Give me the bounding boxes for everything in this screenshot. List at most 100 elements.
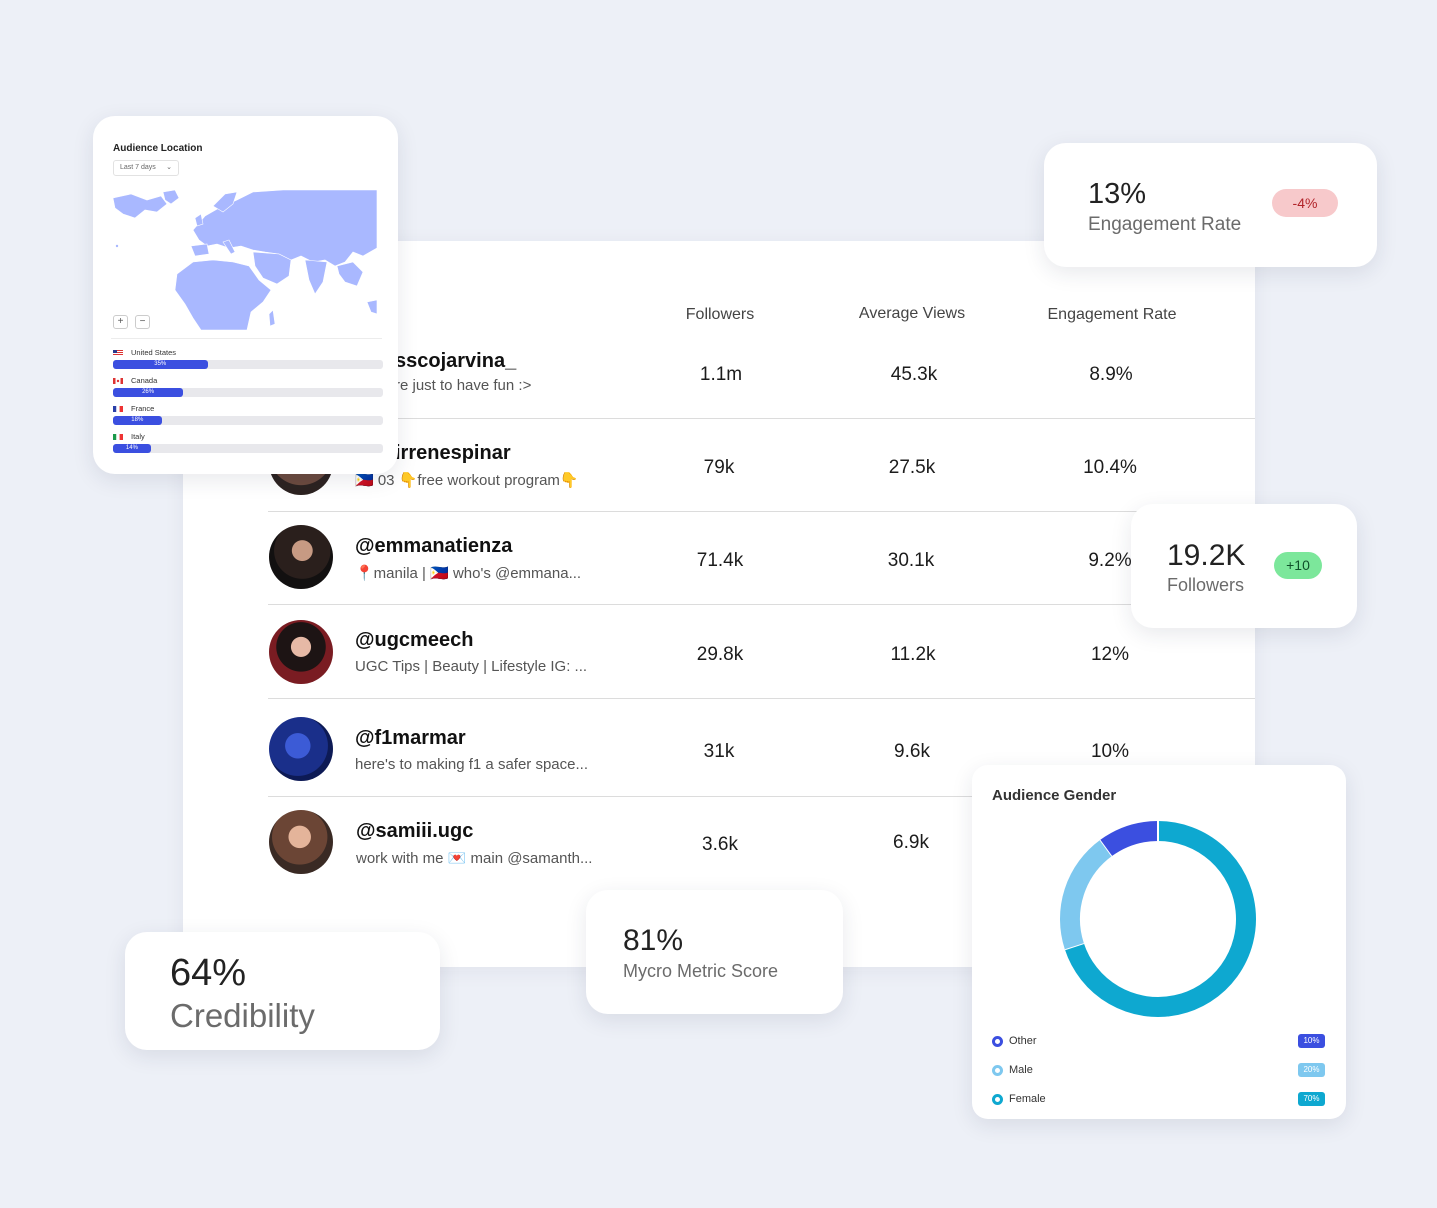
average-views-value: 9.6k xyxy=(894,741,930,762)
row-divider xyxy=(268,511,1255,512)
gender-donut-chart[interactable] xyxy=(1058,819,1258,1019)
creator-bio: 🇵🇭 03 👇free workout program👇 xyxy=(355,472,579,489)
creator-bio: here's to making f1 a safer space... xyxy=(355,756,588,773)
legend-percent-badge: 20% xyxy=(1298,1063,1325,1077)
map-scandinavia xyxy=(212,191,238,213)
country-bar-fill: 18% xyxy=(113,416,162,425)
creator-bio: work with me 💌 main @samanth... xyxy=(356,850,593,867)
legend-item-male[interactable]: Male 20% xyxy=(992,1063,1327,1081)
followers-value: 31k xyxy=(703,741,735,762)
canada-flag-icon xyxy=(113,378,123,384)
average-views-value: 30.1k xyxy=(887,550,935,571)
italy-flag-icon xyxy=(113,434,123,440)
engagement-rate-value: 10.4% xyxy=(1083,457,1137,478)
table-row[interactable]: sscojarvina_ re just to have fun :> 1.1m… xyxy=(268,334,1255,419)
row-divider xyxy=(268,698,1255,699)
map-southeast-asia xyxy=(336,261,364,287)
female-legend-marker-icon xyxy=(992,1094,1003,1105)
creator-avatar[interactable] xyxy=(269,717,333,781)
zoom-out-button[interactable]: − xyxy=(135,315,150,329)
legend-label: Male xyxy=(1009,1064,1033,1076)
credibility-value: 64% xyxy=(170,952,247,994)
creator-avatar[interactable] xyxy=(269,620,333,684)
followers-value: 71.4k xyxy=(696,550,744,571)
creator-avatar[interactable] xyxy=(269,525,333,589)
creator-handle[interactable]: @emmanatienza xyxy=(355,535,513,557)
engagement-rate-label: Engagement Rate xyxy=(1088,214,1242,235)
map-uk xyxy=(194,213,204,227)
engagement-rate-value: 10% xyxy=(1090,741,1130,762)
country-bar-fill: 35% xyxy=(113,360,208,369)
donut-slice-other[interactable] xyxy=(1100,821,1159,857)
map-greenland xyxy=(162,190,180,205)
creator-handle[interactable]: @ugcmeech xyxy=(355,629,474,651)
country-bar-track: 18% xyxy=(113,416,383,425)
row-divider xyxy=(268,796,1255,797)
engagement-rate-value: 9.2% xyxy=(1088,550,1132,571)
country-percent: 14% xyxy=(125,445,138,451)
creator-handle[interactable]: sscojarvina_ xyxy=(395,350,517,372)
creator-handle[interactable]: @samiii.ugc xyxy=(356,820,474,842)
table-row[interactable]: @samiii.ugc work with me 💌 main @samanth… xyxy=(268,797,1255,887)
table-row[interactable]: @f1marmar here's to making f1 a safer sp… xyxy=(268,699,1255,797)
country-name: Canada xyxy=(131,376,158,385)
followers-value: 3.6k xyxy=(702,834,738,855)
average-views-value: 11.2k xyxy=(890,644,936,665)
country-name: France xyxy=(131,404,155,413)
table-row[interactable]: irrenespinar 🇵🇭 03 👇free workout program… xyxy=(268,419,1255,512)
legend-label: Other xyxy=(1009,1035,1037,1047)
country-percent: 26% xyxy=(142,389,155,395)
followers-change-badge: +10 xyxy=(1274,552,1322,579)
credibility-card: 64% Credibility xyxy=(125,932,440,1050)
followers-value: 79k xyxy=(703,457,735,478)
map-middle-east xyxy=(252,251,292,285)
table-row[interactable]: @ugcmeech UGC Tips | Beauty | Lifestyle … xyxy=(268,605,1255,699)
table-row[interactable]: @emmanatienza 📍manila | 🇵🇭 who's @emmana… xyxy=(268,512,1255,605)
creator-handle[interactable]: irrenespinar xyxy=(395,442,511,464)
male-legend-marker-icon xyxy=(992,1065,1003,1076)
country-bar-track: 35% xyxy=(113,360,383,369)
period-select-value: Last 7 days xyxy=(120,164,156,171)
column-header-followers[interactable]: Followers xyxy=(685,306,755,323)
credibility-label: Credibility xyxy=(170,997,315,1034)
map-australia-tip xyxy=(366,299,377,315)
donut-slice-male[interactable] xyxy=(1060,839,1113,950)
engagement-change-badge: -4% xyxy=(1272,189,1338,217)
donut-slice-female[interactable] xyxy=(1064,821,1256,1017)
period-select[interactable]: Last 7 days ⌄ xyxy=(113,160,179,176)
row-divider xyxy=(268,604,1255,605)
divider xyxy=(111,338,382,339)
audience-gender-title: Audience Gender xyxy=(992,787,1117,804)
country-row-italy: Italy 14% xyxy=(113,432,383,457)
country-percent: 18% xyxy=(131,417,144,423)
map-india xyxy=(304,259,328,295)
followers-card: 19.2K Followers +10 xyxy=(1131,504,1357,628)
map-north-america xyxy=(113,193,168,219)
followers-value: 1.1m xyxy=(699,364,743,385)
audience-gender-card: Audience Gender Other 10% Male 20% Femal… xyxy=(972,765,1346,1119)
legend-percent-badge: 70% xyxy=(1298,1092,1325,1106)
world-map[interactable] xyxy=(113,190,377,330)
creator-avatar[interactable] xyxy=(269,810,333,874)
map-iberia xyxy=(190,243,210,257)
creator-bio: UGC Tips | Beauty | Lifestyle IG: ... xyxy=(355,658,588,675)
legend-label: Female xyxy=(1009,1093,1046,1105)
map-italy xyxy=(222,239,236,255)
other-legend-marker-icon xyxy=(992,1036,1003,1047)
country-bar-fill: 14% xyxy=(113,444,151,453)
mycro-metric-value: 81% xyxy=(623,924,684,957)
map-madagascar xyxy=(268,309,276,327)
country-name: Italy xyxy=(131,432,145,441)
column-header-average-views[interactable]: Average Views xyxy=(858,305,966,322)
zoom-in-button[interactable]: + xyxy=(113,315,128,329)
column-header-engagement-rate[interactable]: Engagement Rate xyxy=(1047,306,1177,323)
followers-value: 19.2K xyxy=(1167,539,1246,572)
legend-item-other[interactable]: Other 10% xyxy=(992,1034,1327,1052)
country-bar-fill: 26% xyxy=(113,388,184,397)
country-row-united-states: United States 35% xyxy=(113,348,383,373)
legend-item-female[interactable]: Female 70% xyxy=(992,1092,1327,1110)
map-africa xyxy=(174,259,272,330)
average-views-value: 27.5k xyxy=(888,457,936,478)
legend-percent-badge: 10% xyxy=(1298,1034,1325,1048)
creator-handle[interactable]: @f1marmar xyxy=(355,727,466,749)
